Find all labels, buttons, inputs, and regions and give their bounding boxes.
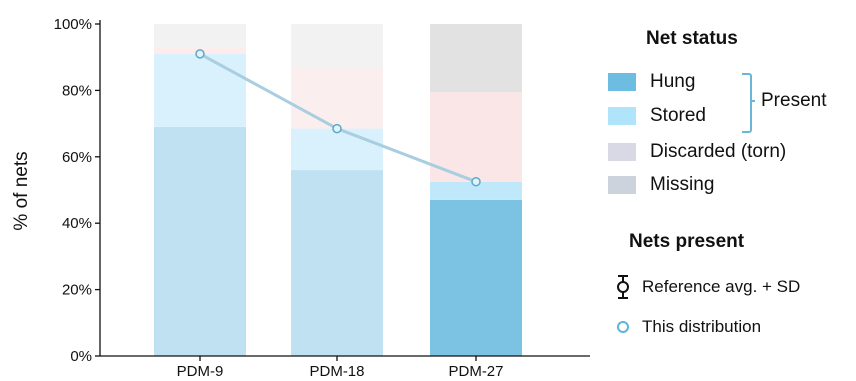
legend-label-discarded: Discarded (torn) bbox=[650, 141, 787, 162]
legend-label-missing: Missing bbox=[650, 174, 715, 195]
bar-segment-discarded-torn--pdm-18 bbox=[291, 67, 383, 129]
present-bracket-tick bbox=[750, 100, 755, 102]
legend-item-distribution: This distribution bbox=[616, 315, 761, 339]
y-tick-label: 40% bbox=[62, 215, 92, 232]
legend-swatch-stored bbox=[608, 107, 636, 125]
bars-layer bbox=[154, 24, 522, 356]
legend-item-hung: Hung bbox=[608, 70, 695, 94]
bar-segment-hung-pdm-18 bbox=[291, 170, 383, 356]
y-tick-label: 80% bbox=[62, 82, 92, 99]
bar-segment-missing-pdm-27 bbox=[430, 24, 522, 93]
bar-segment-discarded-torn--pdm-27 bbox=[430, 92, 522, 182]
x-tick-label: PDM-9 bbox=[177, 363, 224, 380]
distribution-point-pdm-18 bbox=[332, 123, 342, 134]
legend-swatch-discarded bbox=[608, 143, 636, 161]
y-tick-label: 100% bbox=[54, 16, 92, 33]
legend-item-reference: Reference avg. + SD bbox=[616, 275, 800, 299]
bar-segment-missing-pdm-9 bbox=[154, 24, 246, 48]
legend-swatch-missing bbox=[608, 176, 636, 194]
y-tick-label: 0% bbox=[70, 348, 92, 365]
y-axis-label: % of nets bbox=[11, 151, 32, 230]
legend: Net status Hung Stored Discarded (torn) … bbox=[600, 0, 856, 381]
distribution-point-pdm-27 bbox=[471, 176, 481, 187]
legend-label-hung: Hung bbox=[650, 71, 696, 92]
distribution-point-pdm-9 bbox=[195, 49, 205, 59]
bar-segment-stored-pdm-18 bbox=[291, 128, 383, 171]
x-tick-label: PDM-27 bbox=[448, 363, 503, 380]
legend-label-reference: Reference avg. + SD bbox=[642, 277, 801, 296]
present-bracket bbox=[742, 73, 752, 133]
legend-item-missing: Missing bbox=[608, 173, 714, 197]
legend-title-nets-present: Nets present bbox=[629, 231, 745, 252]
stacked-bar-chart: 0% 20% 40% 60% 80% 100% PDM-9 PDM-18 PDM-27 % of… bbox=[11, 16, 590, 380]
present-label: Present bbox=[761, 90, 827, 111]
circle-marker-icon bbox=[617, 321, 629, 333]
legend-label-distribution: This distribution bbox=[642, 317, 762, 336]
bar-segment-hung-pdm-27 bbox=[430, 199, 522, 356]
bar-segment-stored-pdm-9 bbox=[154, 53, 246, 127]
y-tick-label: 20% bbox=[62, 282, 92, 299]
legend-item-stored: Stored bbox=[608, 104, 706, 128]
legend-title-net-status: Net status bbox=[646, 28, 738, 49]
y-tick-label: 60% bbox=[62, 149, 92, 166]
axes-layer: 0% 20% 40% 60% 80% 100% PDM-9 PDM-18 PDM-27 bbox=[54, 16, 590, 380]
error-bar-circle-icon bbox=[617, 275, 629, 299]
legend-label-stored: Stored bbox=[650, 105, 706, 126]
legend-item-discarded: Discarded (torn) bbox=[608, 140, 786, 164]
bar-segment-stored-pdm-27 bbox=[430, 181, 522, 200]
distribution-line-layer bbox=[195, 49, 481, 187]
bar-segment-missing-pdm-18 bbox=[291, 24, 383, 68]
x-tick-label: PDM-18 bbox=[309, 363, 364, 380]
bar-segment-hung-pdm-9 bbox=[154, 126, 246, 356]
legend-swatch-hung bbox=[608, 73, 636, 91]
